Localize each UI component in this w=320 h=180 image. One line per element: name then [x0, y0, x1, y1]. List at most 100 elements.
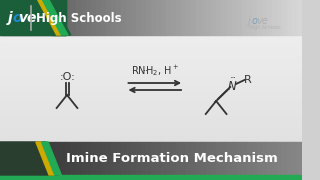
Bar	[262, 0, 267, 35]
Bar	[151, 142, 156, 180]
Bar	[0, 57, 302, 60]
Bar	[236, 142, 242, 180]
Bar	[297, 142, 302, 180]
Bar	[0, 103, 302, 106]
Bar	[297, 0, 302, 35]
Bar	[181, 142, 186, 180]
Bar	[116, 142, 121, 180]
Bar	[76, 142, 81, 180]
Bar	[70, 142, 76, 180]
Bar	[0, 83, 302, 87]
Bar	[186, 142, 191, 180]
Bar	[151, 0, 156, 35]
Polygon shape	[43, 0, 68, 35]
Bar	[0, 54, 302, 57]
Bar	[111, 142, 116, 180]
Bar	[81, 0, 85, 35]
Bar	[0, 132, 302, 135]
Bar	[55, 0, 60, 35]
Bar	[65, 142, 70, 180]
Bar	[146, 142, 151, 180]
Bar	[236, 0, 242, 35]
Text: Imine Formation Mechanism: Imine Formation Mechanism	[66, 152, 278, 165]
Bar	[65, 0, 70, 35]
Bar	[221, 142, 227, 180]
Bar	[247, 0, 252, 35]
Bar	[0, 87, 302, 90]
Bar	[50, 142, 55, 180]
Bar	[40, 142, 45, 180]
Bar	[0, 41, 302, 44]
Bar	[0, 70, 302, 73]
Bar	[216, 0, 221, 35]
Text: :O:: :O:	[60, 72, 76, 82]
Bar	[5, 142, 10, 180]
Bar	[272, 0, 277, 35]
Bar	[0, 93, 302, 96]
Bar	[242, 0, 247, 35]
Bar	[0, 106, 302, 109]
Bar	[111, 0, 116, 35]
Text: ve: ve	[19, 11, 37, 25]
Bar	[176, 0, 181, 35]
Bar	[146, 0, 151, 35]
Bar	[0, 28, 302, 31]
Text: o: o	[252, 16, 258, 26]
Bar	[131, 0, 136, 35]
Bar	[292, 142, 297, 180]
Bar	[35, 142, 40, 180]
Bar	[232, 142, 236, 180]
Bar	[227, 142, 232, 180]
Bar	[0, 18, 302, 21]
Bar	[277, 0, 282, 35]
Bar	[0, 135, 302, 138]
Bar	[216, 142, 221, 180]
Text: o: o	[13, 11, 22, 25]
Bar	[0, 60, 302, 64]
Bar	[30, 142, 35, 180]
Bar	[166, 0, 171, 35]
Bar	[96, 142, 101, 180]
Bar	[242, 142, 247, 180]
Bar	[0, 38, 302, 41]
Text: j: j	[8, 11, 12, 25]
Bar	[171, 0, 176, 35]
Text: ve: ve	[257, 16, 268, 26]
Bar	[181, 0, 186, 35]
Bar	[10, 0, 15, 35]
Bar	[201, 142, 206, 180]
Bar	[287, 0, 292, 35]
Bar	[116, 0, 121, 35]
Bar	[191, 0, 196, 35]
Bar	[0, 116, 302, 119]
Text: R: R	[244, 75, 252, 85]
Bar	[0, 122, 302, 125]
Bar	[161, 142, 166, 180]
Bar	[191, 142, 196, 180]
Text: High Schools: High Schools	[249, 24, 281, 30]
Bar	[0, 51, 302, 54]
Bar	[201, 0, 206, 35]
Text: $\ddot{N}$: $\ddot{N}$	[227, 78, 237, 94]
Bar	[287, 142, 292, 180]
Bar	[227, 0, 232, 35]
Bar	[60, 142, 65, 180]
Bar	[257, 0, 262, 35]
Bar	[0, 35, 302, 38]
Bar	[267, 0, 272, 35]
Bar	[0, 96, 302, 100]
Bar	[106, 142, 111, 180]
Bar	[0, 175, 302, 180]
Bar	[0, 129, 302, 132]
Bar	[45, 0, 50, 35]
Bar	[0, 25, 302, 28]
Bar	[0, 48, 302, 51]
Bar	[252, 142, 257, 180]
Bar	[0, 142, 302, 145]
Bar	[0, 125, 302, 129]
Bar	[252, 0, 257, 35]
Bar	[257, 142, 262, 180]
Bar	[212, 142, 216, 180]
Bar	[60, 0, 65, 35]
Bar	[232, 0, 236, 35]
